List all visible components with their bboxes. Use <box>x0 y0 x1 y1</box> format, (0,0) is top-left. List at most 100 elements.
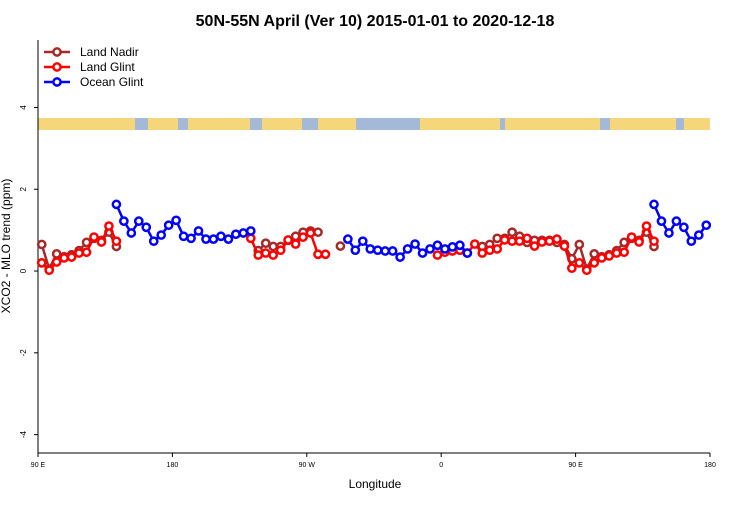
data-point <box>81 247 92 258</box>
y-axis-label: XCO2 - MLO trend (ppm) <box>0 179 13 314</box>
data-point <box>440 244 450 254</box>
legend-marker <box>52 47 62 57</box>
chart-title: 50N-55N April (Ver 10) 2015-01-01 to 202… <box>196 13 555 30</box>
data-point <box>693 230 704 240</box>
data-point <box>357 236 368 247</box>
legend-marker <box>52 77 62 87</box>
data-point <box>507 236 517 247</box>
data-point <box>671 216 682 226</box>
data-point <box>611 248 622 258</box>
data-point <box>283 235 293 245</box>
data-point <box>410 239 420 249</box>
x-tick-label: 180 <box>704 462 716 469</box>
data-point <box>171 215 181 226</box>
data-point <box>432 250 443 260</box>
data-point <box>290 239 301 249</box>
x-tick-label: 0 <box>439 462 443 469</box>
data-point <box>245 226 256 236</box>
legend-label: Ocean Glint <box>80 75 144 89</box>
map-strip <box>38 118 710 130</box>
data-point <box>544 236 555 247</box>
data-point <box>305 228 316 238</box>
data-point <box>44 265 55 276</box>
x-tick-label: 90 W <box>299 462 316 469</box>
data-point <box>455 240 465 251</box>
data-point <box>133 216 144 226</box>
legend-label: Land Glint <box>80 60 135 74</box>
y-tick-label: -2 <box>19 349 28 357</box>
legend-marker <box>52 62 62 72</box>
data-point <box>268 241 279 252</box>
data-point <box>514 236 525 247</box>
data-point <box>559 241 570 251</box>
data-point <box>387 246 398 256</box>
y-tick-label: 0 <box>19 268 28 273</box>
data-point <box>507 227 517 238</box>
data-point <box>664 228 674 238</box>
x-tick-label: 90 E <box>31 462 46 469</box>
data-point <box>126 228 137 238</box>
data-point <box>649 199 659 210</box>
data-point <box>499 235 510 245</box>
data-point <box>89 232 99 242</box>
data-point <box>36 258 47 268</box>
data-point <box>641 221 652 231</box>
data-point <box>260 238 271 249</box>
data-point <box>335 241 346 251</box>
data-point <box>275 245 286 256</box>
data-point <box>59 253 69 263</box>
data-point <box>372 245 383 256</box>
y-tick-label: 2 <box>19 186 28 191</box>
data-point <box>492 233 503 244</box>
data-point <box>193 226 204 236</box>
data-point <box>66 252 77 262</box>
x-tick-label: 180 <box>167 462 179 469</box>
data-point <box>574 239 585 250</box>
data-point <box>231 229 241 240</box>
data-point <box>380 246 391 256</box>
data-point <box>402 244 413 254</box>
data-point <box>141 222 152 233</box>
data-point <box>96 237 107 247</box>
y-tick-label: 4 <box>19 105 28 110</box>
data-point <box>395 252 405 262</box>
data-point <box>469 239 480 249</box>
data-point <box>596 253 607 263</box>
data-point <box>701 220 712 231</box>
data-point <box>589 249 600 259</box>
data-point <box>260 248 271 258</box>
data-point <box>268 250 279 260</box>
data-point <box>238 228 249 238</box>
data-point <box>201 234 211 244</box>
data-point <box>51 249 62 259</box>
y-tick-label: -4 <box>19 430 28 438</box>
data-point <box>626 232 637 242</box>
data-point <box>74 248 84 258</box>
data-point <box>290 231 301 242</box>
data-point <box>552 234 562 244</box>
data-point <box>51 257 62 267</box>
legend-label: Land Nadir <box>80 45 139 59</box>
data-point <box>119 216 129 226</box>
data-point <box>186 233 196 244</box>
data-point <box>537 237 547 247</box>
data-point <box>447 242 458 252</box>
data-point <box>417 248 428 258</box>
data-point <box>492 244 503 254</box>
data-point <box>350 245 361 256</box>
data-point <box>462 248 473 258</box>
data-point <box>365 244 376 254</box>
data-point <box>163 220 174 231</box>
data-point <box>253 250 264 260</box>
data-point <box>574 258 585 268</box>
data-point <box>522 233 532 244</box>
data-point <box>104 221 114 231</box>
data-point <box>634 237 644 247</box>
data-point <box>343 234 353 244</box>
data-point <box>529 241 540 251</box>
data-point <box>589 258 600 268</box>
data-point <box>313 249 323 260</box>
data-point <box>581 265 592 276</box>
data-point <box>477 248 488 258</box>
data-point <box>679 222 689 233</box>
